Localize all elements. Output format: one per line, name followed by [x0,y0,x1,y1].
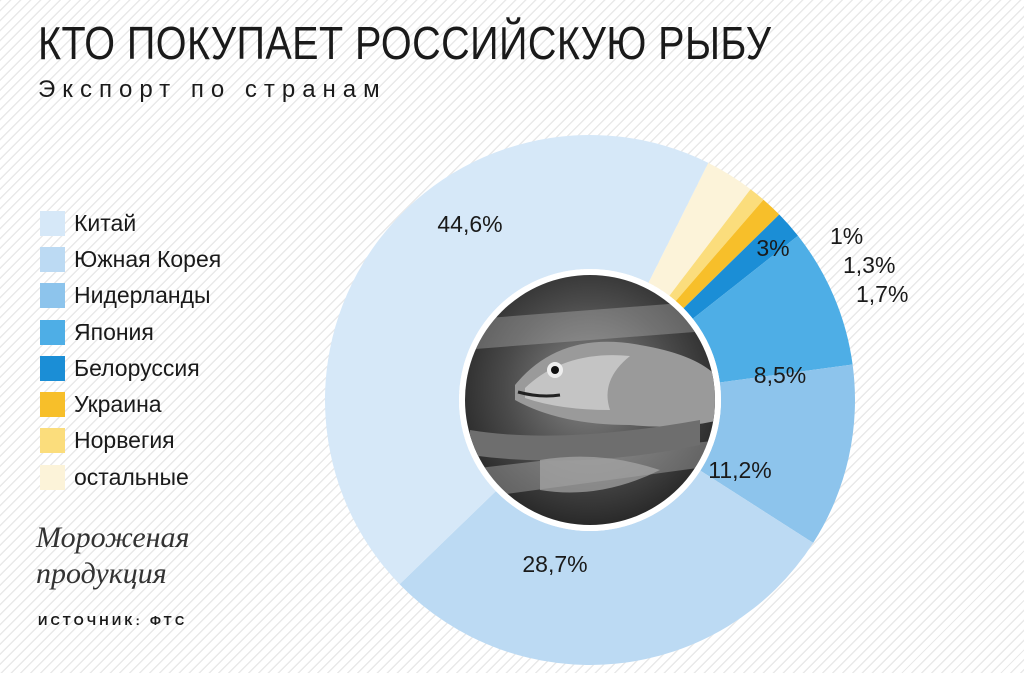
source-note: ИСТОЧНИК: ФТС [38,613,188,628]
slice-label-китай: 44,6% [437,211,502,237]
fish-photo [459,269,721,531]
donut-slice-китай [325,135,709,585]
donut-slice-остальные [648,162,751,296]
legend-label-china: Китай [74,209,137,236]
donut-slice-белоруссия [683,214,798,319]
legend-item-china: Китай [40,205,221,241]
donut-slice-нидерланды [700,364,856,543]
legend-item-belarus: Белоруссия [40,350,221,386]
legend-item-others: остальные [40,459,221,495]
slice-label-южная-корея: 28,7% [522,551,587,577]
chart-subtitle: Экспорт по странам [38,76,387,103]
legend-label-south-korea: Южная Корея [74,245,222,272]
slice-label-белоруссия: 1,7% [856,281,908,307]
legend-swatch-others [40,464,65,490]
donut-slice-украина [675,199,780,309]
slice-labels: 3% 1% 1,3% 1,7% 8,5% 11,2% 28,7% 44,6% [437,211,908,577]
legend-item-norway: Норвегия [40,423,221,459]
slice-label-япония: 8,5% [754,362,806,388]
donut-slice-южная-корея [399,470,814,666]
product-note-line-1: Мороженая [36,521,190,554]
legend-item-south-korea: Южная Корея [40,241,221,277]
legend-swatch-belarus [40,355,65,381]
chart-title: КТО ПОКУПАЕТ РОССИЙСКУЮ РЫБУ [38,17,772,69]
legend-swatch-ukraine [40,392,65,418]
legend-label-ukraine: Украина [74,391,162,418]
legend-swatch-japan [40,319,65,345]
legend: Китай Южная Корея Нидерланды Япония Бело… [40,205,221,495]
donut-slice-япония [692,235,853,383]
legend-label-others: остальные [74,463,189,490]
legend-swatch-netherlands [40,283,65,309]
legend-label-belarus: Белоруссия [74,354,200,381]
slice-label-норвегия: 1% [830,223,863,249]
product-note: Мороженая продукция [36,520,189,592]
slice-label-украина: 1,3% [843,252,895,278]
legend-label-norway: Норвегия [74,427,175,454]
legend-swatch-norway [40,428,65,454]
legend-swatch-south-korea [40,246,65,272]
legend-label-netherlands: Нидерланды [74,282,211,309]
slice-label-нидерланды: 11,2% [708,457,772,483]
legend-label-japan: Япония [74,318,154,345]
legend-item-ukraine: Украина [40,386,221,422]
donut-slice-норвегия [669,189,764,301]
legend-swatch-china [40,210,65,236]
donut-slices [325,135,856,666]
legend-item-netherlands: Нидерланды [40,278,221,314]
product-note-line-2: продукция [36,557,167,590]
legend-item-japan: Япония [40,314,221,350]
slice-label-остальные: 3% [756,235,789,261]
